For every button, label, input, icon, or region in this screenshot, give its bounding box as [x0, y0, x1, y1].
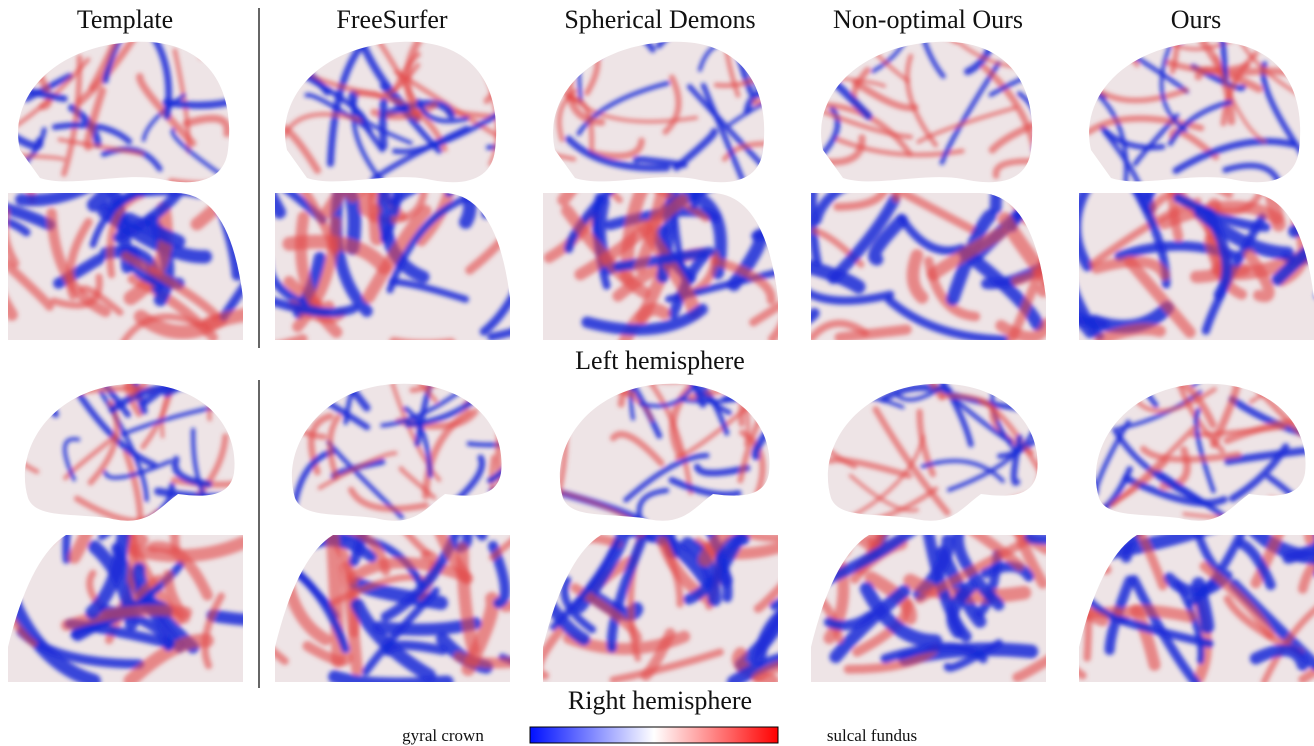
- panels: [0, 0, 1314, 685]
- row-label: Right hemisphere: [568, 686, 752, 715]
- colorbar: [530, 727, 778, 743]
- column-title: Ours: [1171, 5, 1222, 34]
- column-title: Non-optimal Ours: [833, 5, 1023, 34]
- page: Template FreeSurfer Spherical Demons Non…: [0, 0, 1314, 746]
- colorbar-low-label: gyral crown: [402, 726, 484, 745]
- figure: Template FreeSurfer Spherical Demons Non…: [0, 0, 1314, 746]
- column-title: FreeSurfer: [336, 5, 448, 34]
- row-label: Left hemisphere: [575, 346, 745, 375]
- column-title: Spherical Demons: [564, 5, 755, 34]
- colorbar-high-label: sulcal fundus: [827, 726, 917, 745]
- column-title: Template: [77, 5, 173, 34]
